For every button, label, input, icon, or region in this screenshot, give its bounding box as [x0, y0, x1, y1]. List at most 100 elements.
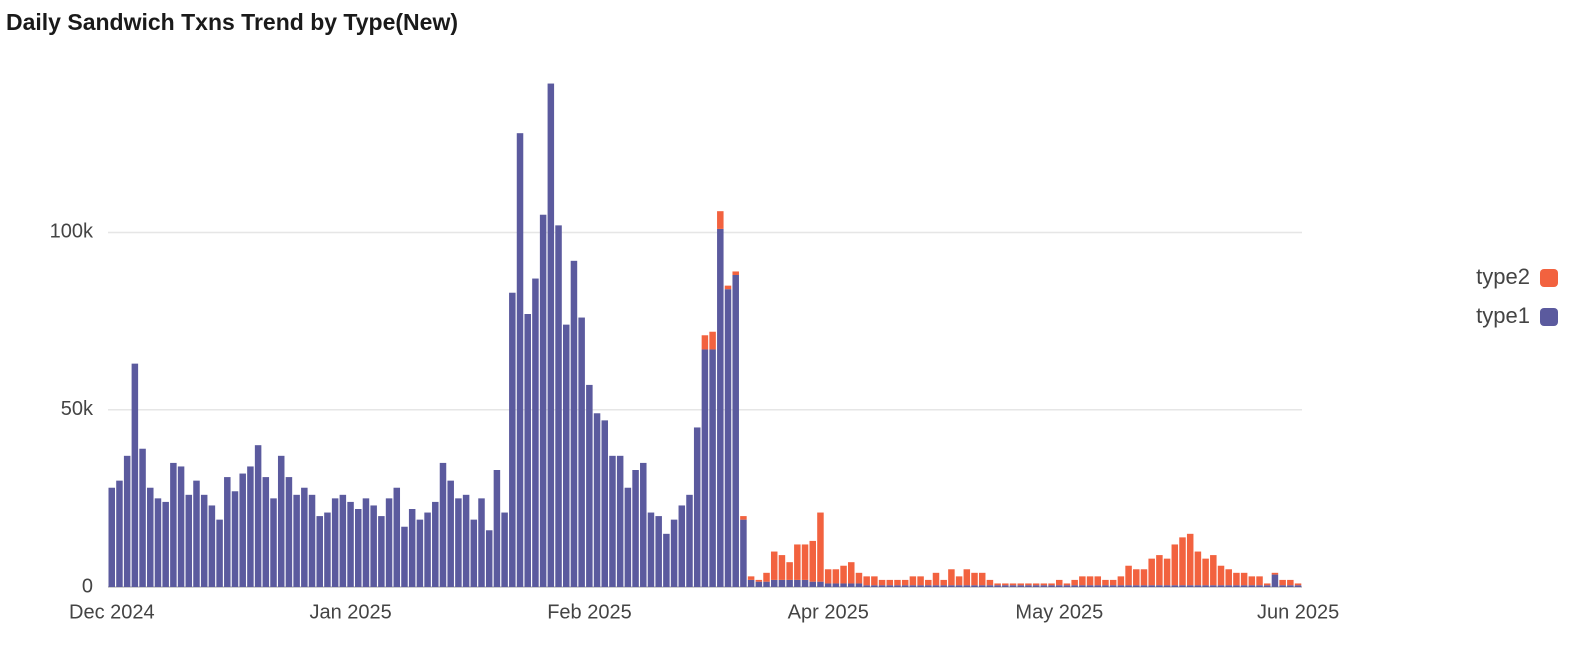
bar-segment: [840, 565, 847, 584]
bar-segment: [1256, 585, 1263, 587]
bar-segment: [963, 569, 971, 586]
bar-segment: [932, 572, 940, 586]
bar-segment: [948, 569, 955, 586]
bar-segment: [285, 477, 293, 587]
bar-segment: [1055, 585, 1063, 587]
bar-segment: [224, 477, 231, 587]
legend-swatch: [1540, 269, 1558, 287]
bar-segment: [378, 516, 385, 587]
bar-segment: [1163, 558, 1171, 586]
bar-segment: [1171, 544, 1179, 586]
bar-segment: [1279, 585, 1286, 587]
bar-segment: [462, 494, 470, 587]
bar-segment: [200, 494, 208, 587]
bar-segment: [732, 271, 739, 275]
bar-segment: [493, 470, 501, 587]
bar-segment: [770, 551, 778, 580]
bar-segment: [740, 519, 747, 587]
bar-segment: [616, 455, 624, 587]
bar-segment: [701, 349, 709, 587]
bar-segment: [1240, 585, 1248, 587]
bar-segment: [1210, 555, 1217, 586]
bar-segment: [1240, 572, 1248, 586]
x-tick-label: May 2025: [1015, 601, 1103, 623]
bar-segment: [647, 512, 655, 587]
bar-segment: [1294, 585, 1302, 587]
bar-segment: [347, 501, 354, 587]
bar-segment: [478, 498, 485, 587]
x-tick-label: Apr 2025: [788, 601, 869, 623]
bar-segment: [747, 576, 755, 580]
bar-segment: [1017, 583, 1024, 586]
bar-segment: [1002, 583, 1009, 586]
bar-segment: [1233, 572, 1240, 586]
bar-segment: [562, 324, 570, 587]
bar-segment: [1186, 585, 1194, 587]
bar-segment: [131, 363, 139, 587]
bar-segment: [123, 455, 131, 587]
bar-segment: [794, 579, 801, 587]
bar-segment: [1055, 579, 1063, 586]
bar-segment: [1009, 583, 1017, 586]
bar-segment: [832, 583, 840, 587]
bar-segment: [925, 579, 932, 586]
x-tick-label: Jun 2025: [1257, 601, 1339, 623]
bar-segment: [277, 455, 285, 587]
bar-segment: [254, 445, 262, 587]
bar-segment: [994, 583, 1001, 586]
bar-segment: [1063, 583, 1071, 586]
bar-segment: [894, 579, 901, 586]
bar-segment: [701, 335, 709, 350]
bar-segment: [1256, 576, 1263, 586]
legend-swatch: [1540, 308, 1558, 326]
bar-segment: [147, 487, 154, 587]
bar-segment: [1086, 576, 1094, 586]
bar-segment: [963, 585, 971, 587]
bar-segment: [909, 585, 917, 587]
bar-segment: [894, 585, 901, 587]
bar-segment: [940, 579, 947, 586]
bar-segment: [509, 292, 516, 587]
bar-segment: [832, 569, 840, 584]
bar-segment: [1171, 585, 1179, 587]
bar-segment: [601, 420, 609, 587]
bar-segment: [640, 462, 647, 587]
bar-segment: [208, 505, 216, 587]
bar-segment: [1140, 585, 1148, 587]
bar-segment: [824, 569, 832, 584]
bar-segment: [1102, 585, 1109, 587]
bar-segment: [1148, 558, 1155, 586]
bar-segment: [170, 462, 177, 587]
bar-segment: [740, 516, 747, 520]
bar-segment: [971, 585, 978, 587]
bar-segment: [1071, 585, 1078, 587]
bar-segment: [401, 526, 408, 587]
bar-segment: [1194, 551, 1202, 586]
bar-segment: [817, 512, 824, 582]
bar-segment: [578, 317, 585, 587]
bar-segment: [632, 470, 639, 587]
bar-segment: [1294, 583, 1302, 586]
bar-segment: [1194, 585, 1202, 587]
bar-segment: [262, 477, 270, 587]
bar-segment: [1117, 576, 1125, 586]
bar-segment: [1287, 579, 1294, 586]
bar-segment: [770, 579, 778, 587]
legend-label: type2: [1476, 264, 1530, 289]
bar-segment: [971, 572, 978, 586]
bar-segment: [1202, 585, 1209, 587]
bar-segment: [1210, 585, 1217, 587]
bar-segment: [871, 585, 878, 587]
bar-segment: [1248, 585, 1256, 587]
chart-title: Daily Sandwich Txns Trend by Type(New): [6, 9, 458, 35]
bar-segment: [655, 516, 662, 587]
bar-segment: [686, 494, 693, 587]
bar-segment: [154, 498, 162, 587]
bar-segment: [331, 498, 339, 587]
bar-segment: [994, 585, 1001, 587]
bar-segment: [786, 562, 793, 580]
bar-segment: [871, 576, 878, 586]
x-tick-label: Dec 2024: [69, 601, 155, 623]
bar-segment: [848, 583, 855, 587]
